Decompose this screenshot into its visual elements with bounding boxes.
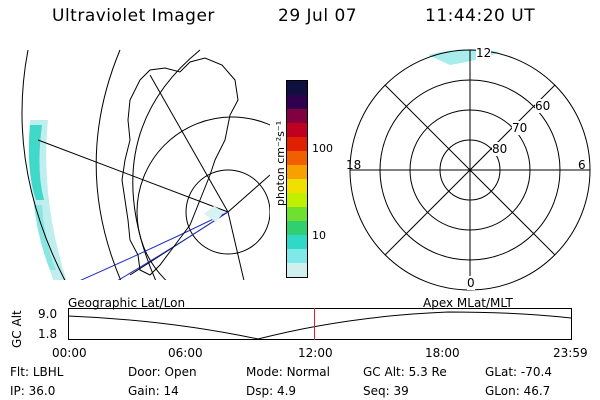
colorbar-unit-label: photon cm⁻²s⁻¹	[274, 120, 287, 206]
colorbar-step	[287, 207, 307, 221]
altitude-ylabel: GC Alt	[10, 310, 24, 348]
colorbar-tick-100: 100	[312, 142, 333, 155]
info-gain: Gain: 14	[128, 384, 179, 398]
info-flt: Flt: LBHL	[10, 365, 64, 379]
left-panel-title: Geographic Lat/Lon	[68, 296, 186, 310]
info-ip: IP: 36.0	[10, 384, 56, 398]
colorbar-step	[287, 81, 307, 95]
colorbar-step	[287, 109, 307, 123]
mlt-label-18: 18	[346, 158, 362, 172]
colorbar-step	[287, 95, 307, 109]
info-glon: GLon: 46.7	[485, 384, 551, 398]
mlt-label-0: 0	[467, 276, 475, 290]
colorbar-step	[287, 123, 307, 137]
time-label: 11:44:20 UT	[425, 6, 536, 26]
info-door: Door: Open	[128, 365, 197, 379]
mlt-label-6: 6	[578, 158, 586, 172]
time-tick-2359: 23:59	[553, 346, 588, 360]
altitude-plot	[67, 308, 572, 340]
time-tick-1200: 12:00	[298, 346, 333, 360]
geographic-map	[21, 49, 270, 280]
mlat-label-80: 80	[492, 142, 508, 156]
colorbar-step	[287, 249, 307, 263]
info-mode: Mode: Normal	[246, 365, 330, 379]
mlt-label-12: 12	[476, 46, 492, 60]
time-tick-1800: 18:00	[425, 346, 460, 360]
colorbar-step	[287, 137, 307, 151]
mlat-label-70: 70	[512, 121, 528, 135]
colorbar-step	[287, 179, 307, 193]
mlat-label-60: 60	[535, 99, 551, 113]
date-label: 29 Jul 07	[278, 6, 358, 26]
info-glat: GLat: -70.4	[485, 365, 552, 379]
colorbar-step	[287, 165, 307, 179]
time-tick-0000: 00:00	[52, 346, 87, 360]
time-tick-0600: 06:00	[168, 346, 203, 360]
colorbar-step	[287, 193, 307, 207]
altitude-curve	[67, 311, 572, 340]
colorbar-step	[287, 263, 307, 277]
colorbar-step	[287, 235, 307, 249]
colorbar	[286, 80, 308, 278]
colorbar-step	[287, 151, 307, 165]
right-panel-title: Apex MLat/MLT	[423, 296, 513, 310]
colorbar-step	[287, 221, 307, 235]
altitude-ytick-high: 9.0	[38, 307, 58, 321]
polar-plot	[349, 49, 591, 291]
info-gc-alt: GC Alt: 5.3 Re	[363, 365, 447, 379]
instrument-title: Ultraviolet Imager	[52, 6, 215, 26]
info-seq: Seq: 39	[363, 384, 409, 398]
info-dsp: Dsp: 4.9	[246, 384, 297, 398]
altitude-ytick-low: 1.8	[38, 327, 58, 341]
colorbar-tick-10: 10	[312, 229, 326, 242]
